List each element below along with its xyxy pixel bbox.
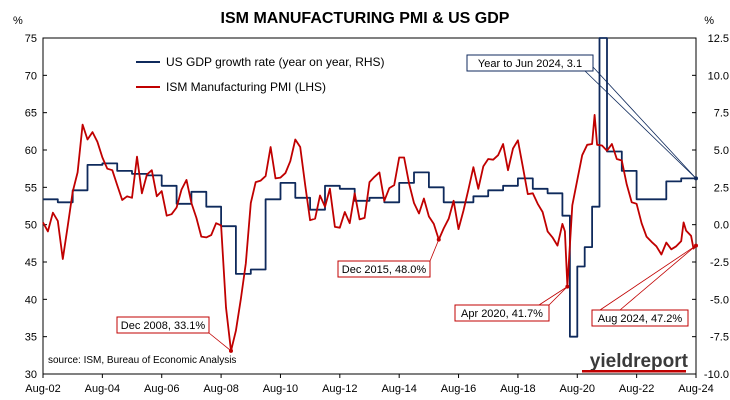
x-tick-label: Aug-02 [25,383,60,395]
left-tick-label: 50 [25,220,37,232]
annotation-point [565,284,570,289]
x-tick-label: Aug-14 [381,383,416,395]
annotation-leader [619,245,697,311]
right-tick-label: 7.5 [714,108,729,120]
x-tick-label: Aug-04 [85,383,120,395]
x-tick-label: Aug-08 [203,383,238,395]
right-tick-label: -2.5 [710,257,729,269]
left-tick-label: 70 [25,70,37,82]
annotation-box [337,260,431,278]
right-tick-label: 5.0 [714,145,729,157]
annotation-label: Dec 2008, 33.1% [121,320,206,332]
annotation-leader [429,239,440,262]
legend-label: US GDP growth rate (year on year, RHS) [166,55,385,69]
right-tick-label: 0.0 [714,220,729,232]
annotation-point [228,348,233,353]
left-tick-label: 65 [25,108,37,120]
annotation-leader [599,245,697,311]
source-note: source: ISM, Bureau of Economic Analysis [48,355,236,366]
left-tick-label: 55 [25,182,37,194]
left-tick-label: 75 [25,33,37,45]
left-tick-label: 60 [25,145,37,157]
annotation-box [116,316,210,334]
right-tick-label: 12.5 [708,33,729,45]
x-tick-label: Aug-10 [263,383,298,395]
annotation-label: Aug 2024, 47.2% [598,313,683,325]
x-tick-label: Aug-24 [678,383,713,395]
logo-underline [582,370,686,373]
plot-area-border [42,37,697,375]
x-tick-label: Aug-18 [500,383,535,395]
annotation-box [466,54,594,72]
right-tick-label: -5.0 [710,294,729,306]
left-tick-label: 45 [25,257,37,269]
chart-title: ISM MANUFACTURING PMI & US GDP [221,10,510,27]
left-tick-label: 40 [25,294,37,306]
annotation-point [694,243,698,248]
annotation-label: Dec 2015, 48.0% [342,264,427,276]
left-tick-label: 35 [25,332,37,344]
x-tick-label: Aug-20 [560,383,595,395]
right-tick-label: 2.5 [714,182,729,194]
logo-text: yieldreport [590,351,689,372]
annotation-box [454,304,550,322]
annotation-box [591,309,689,327]
right-tick-label: 10.0 [708,70,729,82]
right-tick-label: -10.0 [704,369,729,381]
x-tick-label: Aug-22 [619,383,654,395]
annotation-leader [208,332,232,352]
annotation-leader [584,70,697,179]
yieldreport-logo: yieldreport [582,351,689,373]
legend: US GDP growth rate (year on year, RHS) IS… [136,55,385,94]
annotation-leader [538,286,568,306]
x-tick-label: Aug-06 [144,383,179,395]
pmi-series-line [42,114,697,352]
annotation-leader [548,286,568,306]
annotation-label: Year to Jun 2024, 3.1 [478,58,582,70]
right-tick-label: -7.5 [710,332,729,344]
annotation-point [694,176,698,181]
x-tick-label: Aug-16 [441,383,476,395]
left-tick-label: 30 [25,369,37,381]
right-axis-unit: % [704,15,714,27]
left-axis-unit: % [13,15,23,27]
annotation-point [436,237,441,242]
x-tick-label: Aug-12 [322,383,357,395]
legend-label: ISM Manufacturing PMI (LHS) [166,80,326,94]
annotation-label: Apr 2020, 41.7% [461,308,543,320]
annotation-leader [592,66,697,179]
